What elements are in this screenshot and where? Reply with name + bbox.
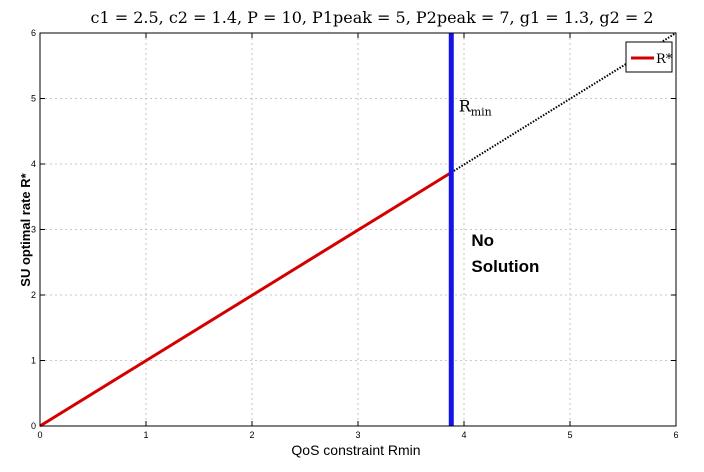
legend: R* [625, 41, 673, 73]
series-line-r-star [39, 171, 453, 428]
x-tick-label: 6 [673, 430, 678, 440]
no-solution-annotation-line1: No [471, 231, 494, 250]
y-tick-label: 2 [31, 290, 36, 300]
rmin-annotation-main: R [459, 97, 472, 116]
title-c2: c2 = 1.4, [169, 8, 247, 27]
no-solution-annotation-line2: Solution [471, 257, 539, 276]
rmin-annotation: Rmin [459, 97, 492, 119]
title-c1: c1 = 2.5, [90, 8, 168, 27]
title-g2: g2 = 2 [599, 8, 653, 27]
y-tick-label: 4 [31, 159, 36, 169]
x-axis-label: QoS constraint Rmin [291, 442, 420, 458]
y-tick-label: 3 [31, 225, 36, 235]
y-tick-label: 6 [31, 28, 36, 38]
title-pbar: P = 10, [247, 8, 312, 27]
rmin-annotation-sub: min [471, 106, 492, 119]
x-tick-label: 2 [249, 430, 254, 440]
y-axis-label: SU optimal rate R* [18, 172, 33, 286]
legend-label-r-star: R* [656, 52, 673, 67]
y-tick-label: 0 [31, 421, 36, 431]
title-p2: P2peak = 7, [416, 8, 520, 27]
y-tick-label: 5 [31, 94, 36, 104]
x-tick-label: 5 [567, 430, 572, 440]
chart-title: c1 = 2.5, c2 = 1.4, P = 10, P1peak = 5, … [90, 8, 653, 27]
ticks: 0 1 2 3 4 5 6 0 1 2 3 4 5 6 [31, 28, 679, 440]
title-g1: g1 = 1.3, [520, 8, 600, 27]
y-tick-label: 1 [31, 356, 36, 366]
x-tick-label: 1 [143, 430, 148, 440]
x-tick-label: 0 [37, 430, 42, 440]
x-tick-label: 4 [461, 430, 466, 440]
title-p1: P1peak = 5, [312, 8, 416, 27]
x-tick-label: 3 [355, 430, 360, 440]
